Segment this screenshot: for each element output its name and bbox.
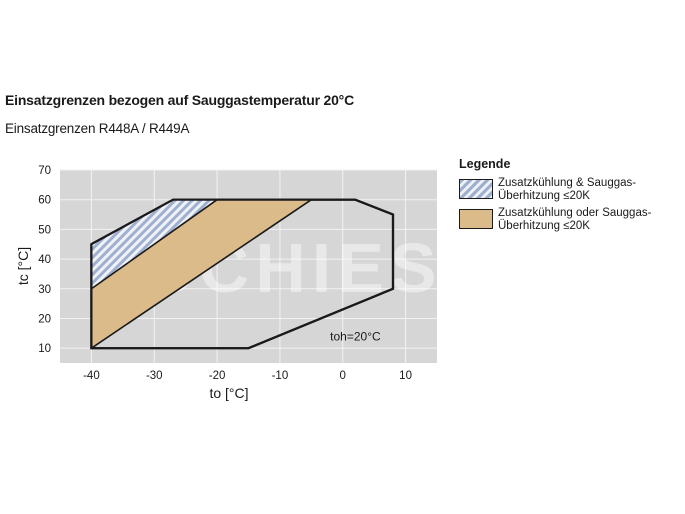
y-tick-label: 40 bbox=[38, 254, 51, 266]
legend-swatch-hatched bbox=[459, 179, 493, 199]
y-axis-label: tc [°C] bbox=[15, 247, 31, 285]
x-tick-label: -10 bbox=[272, 370, 289, 382]
legend-item-hatched: Zusatzkühlung & Sauggas- Überhitzung ≤20… bbox=[459, 177, 679, 203]
y-tick-label: 20 bbox=[38, 313, 51, 325]
region-boundary-line bbox=[90, 199, 312, 349]
x-tick-label: 10 bbox=[399, 370, 412, 382]
legend-label: Zusatzkühlung oder Sauggas- Überhitzung … bbox=[498, 207, 652, 232]
y-tick-label: 30 bbox=[38, 284, 51, 296]
legend-title: Legende bbox=[459, 157, 511, 171]
y-tick-label: 10 bbox=[38, 343, 51, 355]
envelope-border bbox=[90, 198, 395, 350]
y-tick-label: 60 bbox=[38, 195, 51, 207]
x-tick-label: -30 bbox=[146, 370, 163, 382]
y-tick-label: 70 bbox=[38, 165, 51, 177]
chart-subtitle: Einsatzgrenzen R448A / R449A bbox=[5, 121, 190, 136]
x-axis-label: to [°C] bbox=[209, 385, 248, 401]
legend: Legende Zusatzkühlung & Sauggas- Überhit… bbox=[459, 157, 679, 237]
legend-swatch-tan bbox=[459, 209, 493, 229]
x-tick-label: 0 bbox=[340, 370, 346, 382]
chart-annotation: toh=20°C bbox=[330, 330, 381, 344]
legend-label: Zusatzkühlung & Sauggas- Überhitzung ≤20… bbox=[498, 177, 637, 202]
region-boundary-line bbox=[90, 199, 218, 290]
chart-title: Einsatzgrenzen bezogen auf Sauggastemper… bbox=[5, 92, 354, 108]
legend-item-tan: Zusatzkühlung oder Sauggas- Überhitzung … bbox=[459, 207, 679, 233]
x-tick-label: -40 bbox=[83, 370, 100, 382]
y-tick-label: 50 bbox=[38, 224, 51, 236]
x-tick-label: -20 bbox=[209, 370, 226, 382]
